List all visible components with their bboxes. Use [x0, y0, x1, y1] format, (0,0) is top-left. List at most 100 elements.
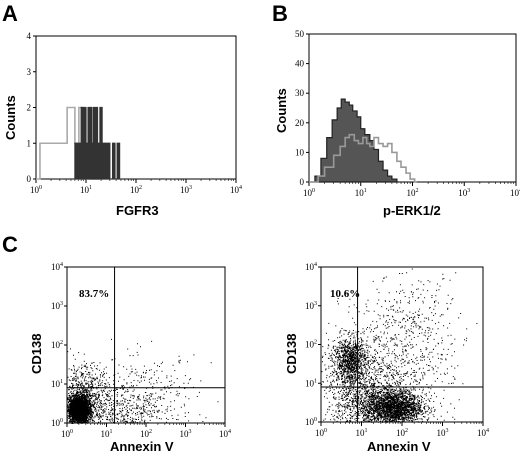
- quadrant-percentage: 83.7%: [79, 288, 109, 300]
- x-axis-label: Annexin V: [110, 439, 174, 454]
- y-tick-label: 102: [51, 340, 63, 350]
- x-tick-label: 102: [396, 428, 408, 438]
- x-tick-base: 10: [180, 429, 190, 439]
- x-tick-label: 103: [180, 185, 192, 195]
- x-tick-exponent: 2: [149, 429, 152, 435]
- series-group: [36, 106, 122, 180]
- y-tick-label: 103: [305, 301, 317, 311]
- y-tick-label: 0: [27, 174, 32, 184]
- y-tick-exponent: 3: [314, 301, 317, 307]
- y-tick-label: 1: [27, 138, 32, 148]
- x-tick-exponent: 3: [446, 428, 449, 434]
- y-tick-base: 10: [305, 417, 315, 427]
- y-tick-base: 10: [305, 301, 315, 311]
- x-tick-label: 100: [315, 428, 327, 438]
- x-tick-exponent: 2: [405, 428, 408, 434]
- y-axis-label: CD138: [284, 334, 299, 374]
- x-tick-base: 10: [355, 188, 365, 198]
- x-tick-exponent: 4: [239, 185, 242, 191]
- y-tick-base: 10: [51, 379, 61, 389]
- x-tick-label: 104: [510, 188, 520, 198]
- y-axis-label: Counts: [3, 95, 18, 140]
- x-tick-label: 102: [407, 188, 419, 198]
- quadrant-gate: [67, 267, 225, 423]
- y-axis-label: CD138: [29, 334, 44, 374]
- event-dots-path: [321, 268, 478, 423]
- y-tick-label: 40: [295, 59, 305, 69]
- x-tick-base: 10: [30, 185, 40, 195]
- x-tick-base: 10: [130, 185, 140, 195]
- y-tick-exponent: 0: [60, 418, 63, 424]
- quadrant-gate: [321, 267, 483, 422]
- y-tick-label: 103: [51, 301, 63, 311]
- x-tick-label: 104: [230, 185, 242, 195]
- x-tick-exponent: 1: [365, 428, 368, 434]
- histogram-series-1-outline: [309, 133, 417, 183]
- x-tick-base: 10: [80, 185, 90, 195]
- histogram-series-1-fill: [66, 106, 122, 180]
- y-tick-labels: 0 1 2 3 4: [27, 31, 36, 184]
- x-tick-base: 10: [356, 428, 366, 438]
- panel-letter-b: B: [272, 1, 288, 26]
- x-tick-base: 10: [437, 428, 447, 438]
- y-tick-label: 100: [305, 417, 317, 427]
- x-tick-exponent: 3: [467, 188, 470, 194]
- y-tick-label: 101: [51, 379, 63, 389]
- x-tick-label: 100: [30, 185, 42, 195]
- x-tick-exponent: 2: [139, 185, 142, 191]
- x-tick-label: 104: [477, 428, 489, 438]
- x-tick-label: 100: [303, 188, 315, 198]
- y-tick-base: 10: [51, 340, 61, 350]
- x-tick-label: 101: [101, 429, 113, 439]
- x-tick-base: 10: [219, 429, 229, 439]
- x-tick-label: 101: [80, 185, 92, 195]
- x-tick-label: 103: [437, 428, 449, 438]
- x-tick-base: 10: [180, 185, 190, 195]
- y-tick-label: 3: [27, 67, 32, 77]
- x-tick-label: 103: [180, 429, 192, 439]
- y-tick-exponent: 4: [60, 262, 63, 268]
- y-tick-label: 2: [27, 103, 32, 113]
- x-tick-exponent: 3: [189, 185, 192, 191]
- y-tick-exponent: 4: [314, 262, 317, 268]
- x-tick-base: 10: [101, 429, 111, 439]
- x-tick-exponent: 1: [110, 429, 113, 435]
- quadrant-percentage: 10.6%: [330, 288, 360, 300]
- y-tick-label: 100: [51, 418, 63, 428]
- x-axis-label: Annexin V: [367, 439, 431, 454]
- y-tick-exponent: 2: [60, 340, 63, 346]
- x-tick-exponent: 0: [39, 185, 42, 191]
- y-tick-label: 102: [305, 340, 317, 350]
- x-tick-label: 101: [356, 428, 368, 438]
- x-tick-exponent: 1: [364, 188, 367, 194]
- y-tick-label: 4: [27, 31, 32, 41]
- x-tick-base: 10: [458, 188, 468, 198]
- y-tick-base: 10: [305, 262, 315, 272]
- y-tick-base: 10: [51, 301, 61, 311]
- y-tick-exponent: 1: [60, 379, 63, 385]
- y-tick-label: 20: [295, 118, 305, 128]
- x-tick-exponent: 4: [486, 428, 489, 434]
- x-tick-exponent: 0: [324, 428, 327, 434]
- x-tick-exponent: 2: [416, 188, 419, 194]
- x-tick-label: 100: [61, 429, 73, 439]
- x-tick-base: 10: [407, 188, 417, 198]
- y-tick-labels: 0 10 20 30 40 50: [295, 29, 309, 187]
- x-tick-exponent: 3: [189, 429, 192, 435]
- y-tick-exponent: 2: [314, 340, 317, 346]
- panel-letter-a: A: [2, 1, 18, 26]
- y-tick-base: 10: [305, 378, 315, 388]
- series-group: [309, 98, 417, 183]
- x-tick-label: 102: [130, 185, 142, 195]
- x-tick-base: 10: [303, 188, 313, 198]
- x-axis-label: FGFR3: [116, 203, 159, 218]
- y-tick-base: 10: [305, 340, 315, 350]
